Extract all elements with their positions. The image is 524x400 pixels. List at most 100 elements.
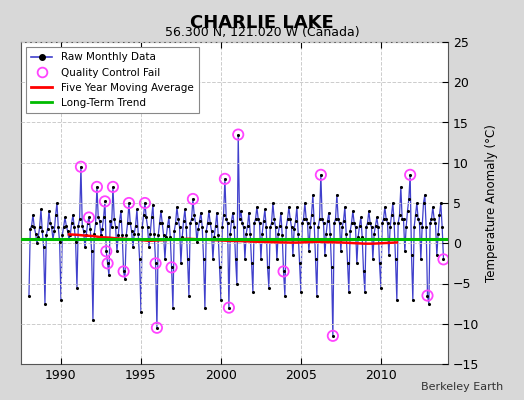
Point [50, 228, 59, 234]
Point [202, 228, 211, 234]
Point [314, 224, 322, 230]
Point [88, 248, 96, 254]
Point [100, 214, 108, 221]
Point [151, 260, 160, 266]
Point [325, 210, 333, 216]
Point [129, 244, 137, 250]
Point [438, 224, 446, 230]
Point [362, 224, 370, 230]
Point [406, 172, 414, 178]
Point [379, 216, 388, 222]
Point [365, 208, 373, 214]
Point [61, 214, 69, 221]
Point [134, 230, 143, 237]
Point [439, 256, 447, 262]
Point [358, 234, 366, 240]
Point [94, 214, 103, 221]
Point [309, 192, 317, 198]
Point [70, 224, 79, 230]
Point [291, 218, 300, 224]
Point [255, 220, 264, 226]
Point [142, 214, 150, 221]
Point [91, 220, 100, 226]
Point [149, 202, 157, 208]
Point [150, 230, 158, 237]
Point [341, 204, 349, 210]
Point [283, 216, 292, 222]
Point [331, 216, 340, 222]
Point [275, 222, 283, 229]
Point [145, 244, 153, 250]
Point [56, 238, 64, 245]
Point [354, 234, 363, 240]
Point [105, 272, 113, 279]
Point [33, 240, 41, 246]
Point [351, 224, 359, 230]
Point [373, 214, 381, 221]
Point [62, 222, 70, 229]
Point [304, 248, 313, 254]
Point [401, 248, 409, 254]
Point [303, 220, 312, 226]
Point [199, 256, 208, 262]
Point [334, 216, 342, 222]
Point [426, 220, 434, 226]
Point [58, 232, 67, 238]
Point [287, 224, 296, 230]
Point [390, 220, 398, 226]
Point [346, 228, 354, 234]
Point [80, 228, 88, 234]
Point [103, 260, 112, 266]
Point [78, 222, 86, 229]
Point [59, 224, 68, 230]
Point [308, 212, 316, 218]
Point [306, 224, 314, 230]
Point [107, 224, 116, 230]
Point [77, 164, 85, 170]
Point [423, 292, 432, 299]
Point [167, 264, 176, 270]
Point [101, 198, 109, 204]
Point [196, 210, 205, 216]
Point [48, 224, 56, 230]
Point [138, 224, 146, 230]
Point [329, 333, 337, 339]
Point [347, 220, 356, 226]
Point [397, 184, 405, 190]
Point [226, 230, 234, 237]
Point [65, 236, 73, 242]
Point [162, 234, 170, 240]
Point [329, 333, 337, 339]
Point [247, 260, 256, 266]
Point [427, 216, 435, 222]
Point [130, 230, 138, 237]
Point [323, 218, 332, 224]
Point [414, 216, 422, 222]
Point [234, 131, 243, 138]
Point [163, 222, 172, 229]
Point [377, 284, 385, 291]
Point [117, 208, 125, 214]
Point [316, 172, 325, 178]
Point [37, 206, 45, 213]
Point [57, 296, 65, 303]
Point [217, 296, 225, 303]
Point [205, 208, 213, 214]
Point [193, 238, 201, 245]
Point [296, 260, 304, 266]
Point [406, 172, 414, 178]
Point [264, 264, 272, 270]
Point [159, 232, 168, 238]
Point [112, 224, 120, 230]
Point [269, 200, 277, 206]
Y-axis label: Temperature Anomaly (°C): Temperature Anomaly (°C) [485, 124, 498, 282]
Point [313, 292, 321, 299]
Point [279, 268, 288, 275]
Point [30, 224, 38, 230]
Point [188, 216, 196, 222]
Point [139, 212, 148, 218]
Point [245, 210, 253, 216]
Point [403, 208, 412, 214]
Point [75, 216, 84, 222]
Point [418, 224, 427, 230]
